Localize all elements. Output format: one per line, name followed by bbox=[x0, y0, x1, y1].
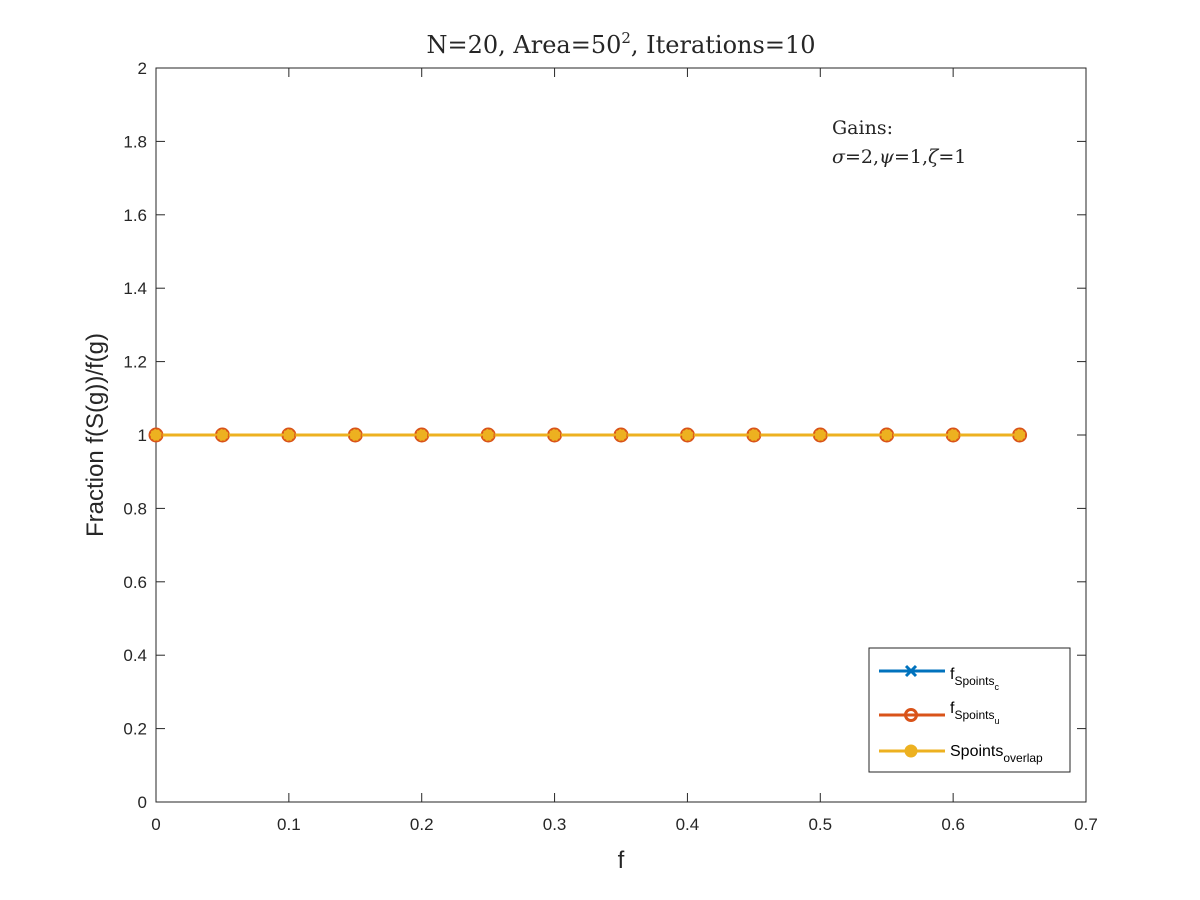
x-tick-label: 0.4 bbox=[676, 815, 700, 834]
y-tick-label: 1.8 bbox=[123, 132, 147, 151]
y-tick-label: 0.6 bbox=[123, 573, 147, 592]
legend-label-fspoints-u-base: f bbox=[950, 700, 955, 717]
data-point-filled-marker bbox=[813, 428, 827, 442]
y-axis-label: Fraction f(S(g))/f(g) bbox=[82, 333, 109, 537]
legend-label-fspoints-c-sub: Spoints bbox=[954, 674, 994, 688]
chart-title-rest: , Iterations=10 bbox=[631, 31, 816, 59]
gains-annotation-values: σ=2,ψ=1,ζ=1 bbox=[832, 146, 966, 168]
x-tick-label: 0.2 bbox=[410, 815, 434, 834]
legend-marker-filled-circle-icon bbox=[904, 744, 918, 758]
legend-marker-x-icon bbox=[904, 664, 918, 678]
legend-entry-spoints-overlap: Spointsoverlap bbox=[879, 743, 1043, 765]
data-point-filled-marker bbox=[548, 428, 562, 442]
legend-label-fspoints-c-base: f bbox=[950, 666, 955, 683]
data-point-filled-marker bbox=[946, 428, 960, 442]
y-tick-label: 2 bbox=[138, 59, 147, 78]
y-tick-label: 1 bbox=[138, 426, 147, 445]
legend-entry-fspoints-u: fSpointsu bbox=[879, 700, 1000, 726]
chart-title-main: N=20, Area=50 bbox=[427, 31, 622, 59]
data-point-filled-marker bbox=[282, 428, 296, 442]
x-tick-label: 0.7 bbox=[1074, 815, 1098, 834]
y-tick-label: 0.2 bbox=[123, 720, 147, 739]
chart-title: N=20, Area=502, Iterations=10 bbox=[427, 29, 816, 59]
legend-label-fspoints-u: fSpointsu bbox=[950, 700, 1000, 726]
legend-label-fspoints-u-sub: Spoints bbox=[954, 708, 994, 722]
series-2 bbox=[149, 428, 1027, 442]
legend-label-fspoints-c: fSpointsc bbox=[950, 666, 999, 692]
y-tick-label: 1.4 bbox=[123, 279, 147, 298]
x-axis-label: f bbox=[618, 847, 625, 874]
legend-label-fspoints-u-subsub: u bbox=[994, 716, 999, 726]
x-tick-label: 0.3 bbox=[543, 815, 567, 834]
x-tick-label: 0.5 bbox=[808, 815, 832, 834]
psi-value: =1, bbox=[894, 146, 928, 168]
data-point-filled-marker bbox=[481, 428, 495, 442]
legend-label-spoints-overlap-sub: overlap bbox=[1003, 751, 1043, 765]
data-point-filled-marker bbox=[747, 428, 761, 442]
data-point-filled-marker bbox=[149, 428, 163, 442]
data-point-filled-marker bbox=[1013, 428, 1027, 442]
legend-label-spoints-overlap-base: Spoints bbox=[950, 743, 1003, 760]
legend-label-spoints-overlap: Spointsoverlap bbox=[950, 743, 1043, 765]
x-tick-label: 0.1 bbox=[277, 815, 301, 834]
data-point-filled-marker bbox=[680, 428, 694, 442]
y-tick-label: 1.2 bbox=[123, 353, 147, 372]
sigma-symbol: σ bbox=[832, 146, 846, 168]
data-point-filled-marker bbox=[614, 428, 628, 442]
x-tick-label: 0 bbox=[151, 815, 160, 834]
legend: fSpointsc fSpointsu Spointsoverlap bbox=[868, 647, 1071, 773]
sigma-value: =2, bbox=[845, 146, 879, 168]
chart-title-superscript: 2 bbox=[621, 29, 631, 47]
data-point-filled-marker bbox=[348, 428, 362, 442]
y-tick-label: 0.8 bbox=[123, 499, 147, 518]
y-tick-label: 0.4 bbox=[123, 646, 147, 665]
gains-annotation-heading: Gains: bbox=[832, 117, 893, 139]
data-point-filled-marker bbox=[415, 428, 429, 442]
y-tick-label: 0 bbox=[138, 793, 147, 812]
psi-symbol: ψ bbox=[879, 146, 895, 168]
series-group bbox=[148, 427, 1028, 443]
zeta-value: =1 bbox=[938, 146, 966, 168]
zeta-symbol: ζ bbox=[928, 146, 940, 168]
axis-ticks: 0 0.1 0.2 0.3 0.4 0.5 0.6 0.7 0 0.2 0.4 0.6 0.8 1 1.2 1… bbox=[123, 59, 1097, 834]
legend-marker-circle-icon bbox=[904, 708, 918, 722]
data-point-filled-marker bbox=[215, 428, 229, 442]
gains-annotation: Gains: σ=2,ψ=1,ζ=1 bbox=[832, 117, 966, 168]
legend-entry-fspoints-c: fSpointsc bbox=[879, 664, 999, 692]
legend-label-fspoints-c-subsub: c bbox=[994, 682, 999, 692]
data-point-filled-marker bbox=[880, 428, 894, 442]
x-tick-label: 0.6 bbox=[941, 815, 965, 834]
y-tick-label: 1.6 bbox=[123, 206, 147, 225]
